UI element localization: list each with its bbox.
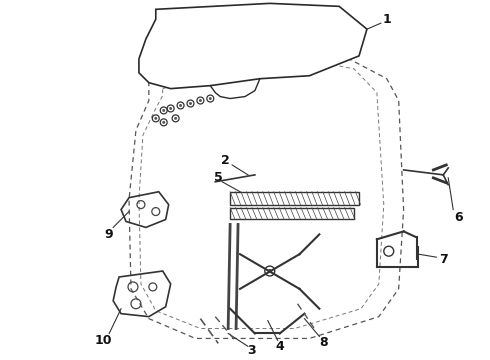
Circle shape <box>162 109 165 112</box>
Text: 2: 2 <box>221 153 229 167</box>
Circle shape <box>154 117 157 120</box>
Circle shape <box>268 269 272 273</box>
Polygon shape <box>139 3 367 89</box>
Text: 7: 7 <box>439 253 448 266</box>
Circle shape <box>189 102 192 105</box>
Text: 10: 10 <box>95 334 112 347</box>
Circle shape <box>162 121 165 124</box>
Text: 1: 1 <box>382 13 391 26</box>
Circle shape <box>209 97 212 100</box>
Circle shape <box>179 104 182 107</box>
Circle shape <box>174 117 177 120</box>
Circle shape <box>199 99 202 102</box>
Text: 9: 9 <box>105 228 114 241</box>
Text: 4: 4 <box>275 340 284 353</box>
Text: 3: 3 <box>247 344 256 357</box>
Text: 6: 6 <box>454 211 463 224</box>
Bar <box>230 208 354 220</box>
Text: 5: 5 <box>214 171 222 184</box>
Bar <box>230 192 359 204</box>
Text: 8: 8 <box>319 336 328 349</box>
Circle shape <box>169 107 172 110</box>
